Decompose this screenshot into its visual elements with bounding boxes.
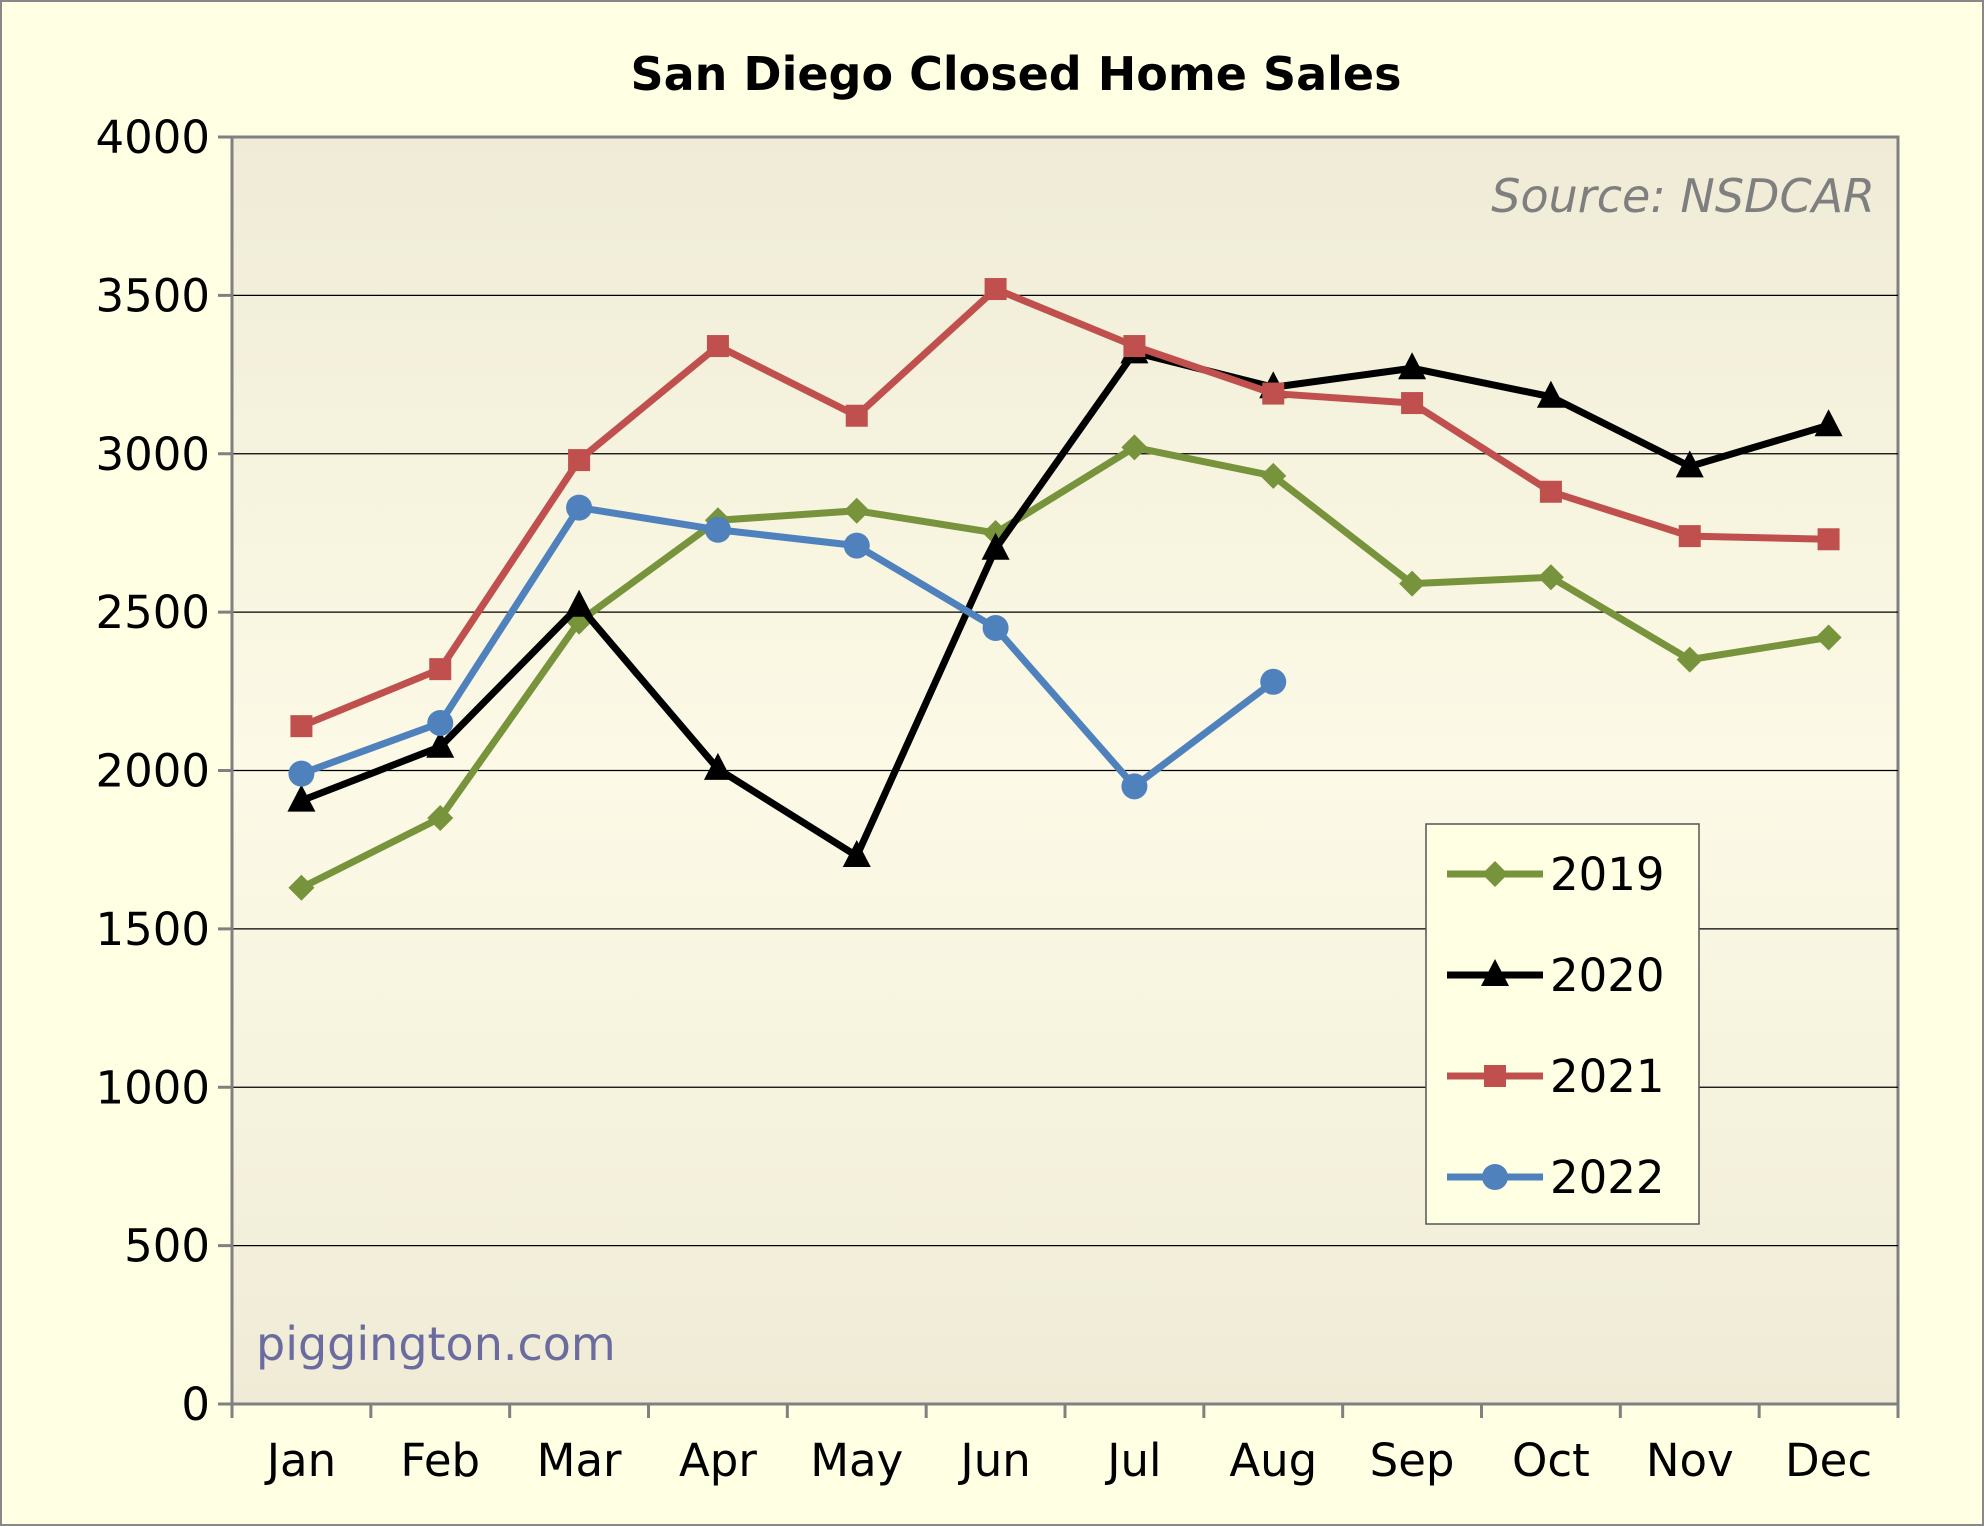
chart-title: San Diego Closed Home Sales	[630, 47, 1401, 101]
x-tick-label: Jun	[957, 1434, 1030, 1487]
data-point-2021-Oct	[1539, 480, 1562, 503]
legend-marker-2022	[1482, 1164, 1508, 1190]
y-tick-label: 1000	[95, 1061, 210, 1114]
x-tick-label: Dec	[1785, 1434, 1872, 1487]
data-point-2019-Oct	[1537, 564, 1564, 591]
data-point-2020-Dec	[1814, 409, 1843, 437]
data-point-2019-May	[843, 497, 870, 524]
legend-marker-2021	[1484, 1065, 1506, 1087]
y-tick-label: 0	[181, 1378, 210, 1431]
x-tick-label: Sep	[1370, 1434, 1455, 1487]
data-point-2022-Jun	[982, 614, 1009, 641]
x-tick-label: Apr	[679, 1434, 757, 1487]
data-point-2020-May	[842, 840, 871, 868]
legend-label-2019: 2019	[1550, 848, 1665, 901]
legend-marker-2020	[1481, 959, 1509, 986]
data-point-2019-Sep	[1399, 570, 1426, 597]
legend-label-2020: 2020	[1550, 949, 1665, 1002]
series-line-2020	[300, 348, 1830, 860]
y-tick-label: 3500	[95, 269, 210, 322]
data-point-2019-Dec	[1815, 624, 1842, 651]
y-tick-label: 2500	[95, 586, 210, 639]
data-point-2020-Jan	[287, 784, 316, 812]
x-tick-label: Oct	[1512, 1434, 1590, 1487]
data-point-2022-Jul	[1121, 773, 1148, 800]
data-point-2020-Apr	[703, 752, 732, 780]
data-point-2020-Mar	[565, 589, 594, 617]
y-tick-label: 1500	[95, 903, 210, 956]
data-point-2022-Jan	[288, 760, 315, 787]
x-tick-label: Jan	[264, 1434, 336, 1487]
legend-box	[1425, 823, 1700, 1225]
data-point-2021-Dec	[1817, 528, 1840, 551]
watermark-text: piggington.com	[256, 1317, 616, 1371]
data-point-2019-Feb	[427, 805, 454, 832]
data-point-2022-Feb	[427, 709, 454, 736]
legend-label-2022: 2022	[1550, 1151, 1665, 1204]
data-point-2021-Aug	[1262, 382, 1285, 405]
data-point-2019-Nov	[1676, 646, 1703, 673]
data-point-2021-Feb	[429, 658, 452, 681]
data-point-2020-Feb	[426, 730, 455, 758]
source-annotation: Source: NSDCAR	[1491, 169, 1875, 223]
x-tick-label: Aug	[1229, 1434, 1317, 1487]
y-tick-label: 3000	[95, 428, 210, 481]
data-point-2021-Sep	[1401, 392, 1424, 415]
data-point-2022-Mar	[566, 494, 593, 521]
y-tick-label: 500	[124, 1220, 210, 1273]
series-line-2021	[300, 285, 1829, 730]
series-2022	[288, 494, 1287, 800]
x-tick-label: Jul	[1104, 1434, 1161, 1487]
x-tick-label: Nov	[1646, 1434, 1734, 1487]
series-line-2019	[299, 443, 1830, 891]
x-tick-label: Feb	[400, 1434, 480, 1487]
series-line-2022	[300, 504, 1276, 790]
x-tick-label: May	[810, 1434, 903, 1487]
data-point-2021-Jul	[1123, 335, 1146, 358]
data-point-2021-Jun	[984, 278, 1007, 301]
legend: 2019 2020 2021 2022	[1425, 823, 1700, 1225]
data-point-2021-Jan	[290, 715, 313, 738]
legend-label-2021: 2021	[1550, 1050, 1665, 1103]
data-point-2020-Sep	[1398, 352, 1427, 380]
y-tick-label: 4000	[95, 111, 210, 164]
y-tick-label: 2000	[95, 745, 210, 798]
data-point-2022-Apr	[704, 516, 731, 543]
data-point-2019-Jul	[1121, 434, 1148, 461]
x-tick-label: Mar	[537, 1434, 622, 1487]
data-point-2021-May	[845, 404, 868, 427]
series-2021	[290, 278, 1840, 738]
data-point-2020-Oct	[1536, 380, 1565, 408]
data-point-2022-May	[843, 532, 870, 559]
data-point-2020-Jun	[981, 532, 1010, 560]
data-point-2019-Aug	[1260, 462, 1287, 489]
data-point-2021-Nov	[1678, 525, 1701, 548]
data-point-2022-Aug	[1260, 668, 1287, 695]
data-point-2019-Jan	[288, 874, 315, 901]
data-point-2021-Mar	[568, 449, 591, 472]
data-point-2020-Nov	[1675, 450, 1704, 478]
legend-marker-2019	[1482, 861, 1508, 887]
data-point-2021-Apr	[706, 335, 729, 358]
